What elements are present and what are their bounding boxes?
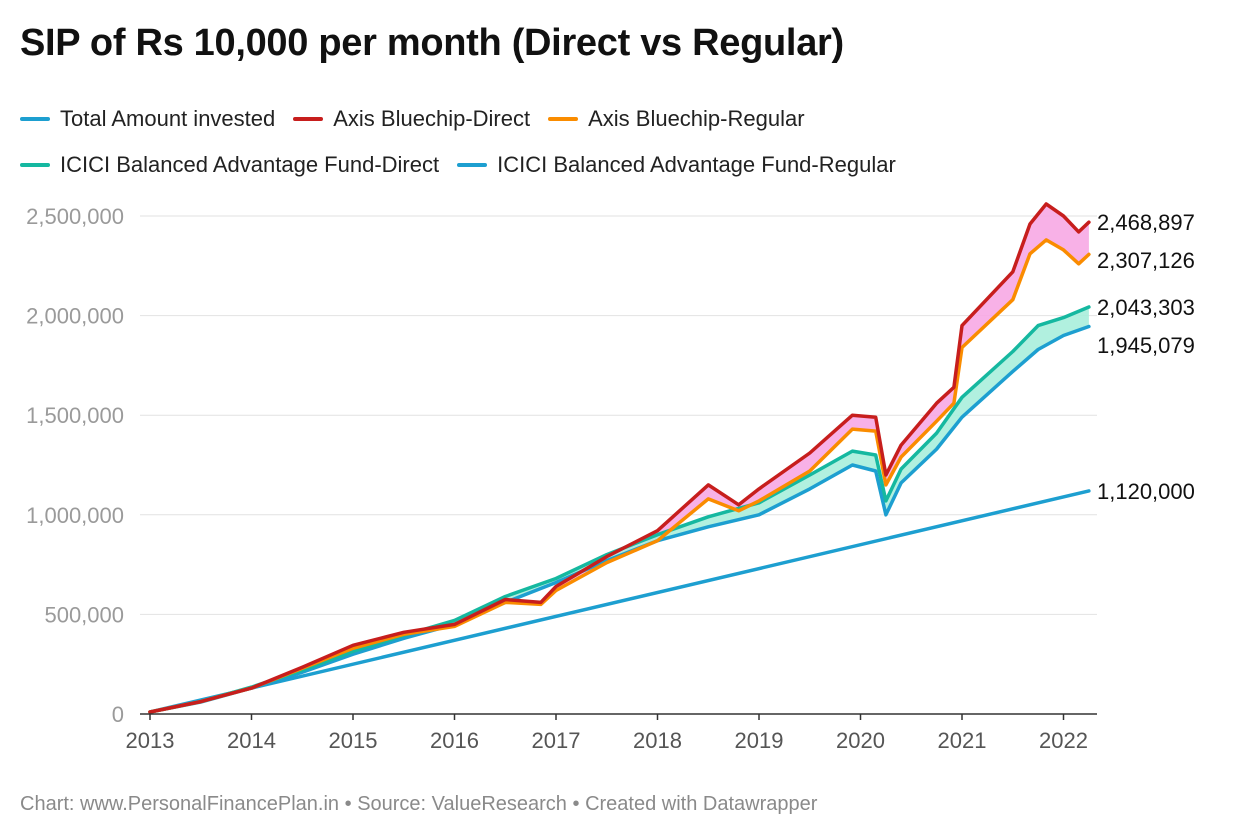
legend-label: Total Amount invested xyxy=(60,106,276,131)
series-line xyxy=(148,202,1091,714)
end-value-label: 2,307,126 xyxy=(1097,248,1195,273)
y-tick-label: 500,000 xyxy=(44,602,124,627)
x-tick-label: 2018 xyxy=(633,728,682,753)
legend-label: Axis Bluechip-Direct xyxy=(333,106,531,131)
end-value-label: 2,043,303 xyxy=(1097,295,1195,320)
legend-swatch xyxy=(548,117,579,121)
series-line xyxy=(148,238,1091,714)
legend-item: ICICI Balanced Advantage Fund-Regular xyxy=(457,152,896,178)
legend-swatch xyxy=(457,163,488,167)
difference-bands xyxy=(150,204,1089,712)
x-tick-label: 2022 xyxy=(1039,728,1088,753)
chart-credit: Chart: www.PersonalFinancePlan.in xyxy=(20,793,340,815)
line-chart: 0 500,000 1,000,000 1,500,000 2,000,000 2,500… xyxy=(26,202,1195,753)
legend-item: Total Amount invested xyxy=(20,106,275,132)
end-value-label: 1,945,079 xyxy=(1097,333,1195,358)
legend-item: ICICI Balanced Advantage Fund-Direct xyxy=(20,152,439,178)
legend-swatch xyxy=(20,163,50,167)
end-value-label: 2,468,897 xyxy=(1097,210,1195,235)
footer-separator: • xyxy=(572,793,580,815)
footer-separator: • xyxy=(344,793,352,815)
legend-label: Axis Bluechip-Regular xyxy=(588,106,805,131)
series-line xyxy=(148,305,1091,714)
y-tick-label: 1,000,000 xyxy=(26,503,124,528)
legend-row: ICICI Balanced Advantage Fund-Direct ICIC… xyxy=(20,142,1220,188)
legend-item: Axis Bluechip-Regular xyxy=(548,106,805,132)
difference-band xyxy=(150,307,1089,712)
end-value-label: 1,120,000 xyxy=(1097,479,1195,504)
x-tick-label: 2017 xyxy=(532,728,581,753)
y-tick-label: 1,500,000 xyxy=(26,403,124,428)
legend-label: ICICI Balanced Advantage Fund-Regular xyxy=(497,152,896,177)
y-tick-label: 2,000,000 xyxy=(26,304,124,329)
difference-band xyxy=(150,204,1089,712)
source-credit: Source: ValueResearch xyxy=(357,793,567,815)
y-axis: 0 500,000 1,000,000 1,500,000 2,000,000 2,500… xyxy=(26,204,124,727)
datawrapper-credit: Created with Datawrapper xyxy=(585,793,818,815)
y-tick-label: 0 xyxy=(112,702,124,727)
x-axis: 2013 2014 2015 2016 2017 2018 2019 2020 2021 2022 xyxy=(126,713,1097,753)
gridlines xyxy=(140,215,1097,615)
legend-item: Axis Bluechip-Direct xyxy=(293,106,530,132)
chart-legend: Total Amount invested Axis Bluechip-Direc… xyxy=(20,96,1220,188)
series-lines xyxy=(148,202,1091,714)
legend-row: Total Amount invested Axis Bluechip-Direc… xyxy=(20,96,1220,142)
x-tick-label: 2013 xyxy=(126,728,175,753)
series-line xyxy=(148,324,1091,714)
x-tick-label: 2014 xyxy=(227,728,276,753)
x-tick-label: 2021 xyxy=(938,728,987,753)
end-value-labels: 1,120,000 1,945,079 2,043,303 2,307,126 2,46… xyxy=(1097,210,1195,504)
series-line xyxy=(148,489,1091,714)
x-tick-label: 2019 xyxy=(735,728,784,753)
x-tick-label: 2020 xyxy=(836,728,885,753)
legend-swatch xyxy=(293,117,324,121)
x-tick-label: 2015 xyxy=(329,728,378,753)
legend-swatch xyxy=(20,117,50,121)
chart-title: SIP of Rs 10,000 per month (Direct vs Re… xyxy=(20,22,844,64)
y-tick-label: 2,500,000 xyxy=(26,204,124,229)
x-tick-label: 2016 xyxy=(430,728,479,753)
chart-footer: Chart: www.PersonalFinancePlan.in • Sour… xyxy=(20,793,817,816)
legend-label: ICICI Balanced Advantage Fund-Direct xyxy=(60,152,440,177)
